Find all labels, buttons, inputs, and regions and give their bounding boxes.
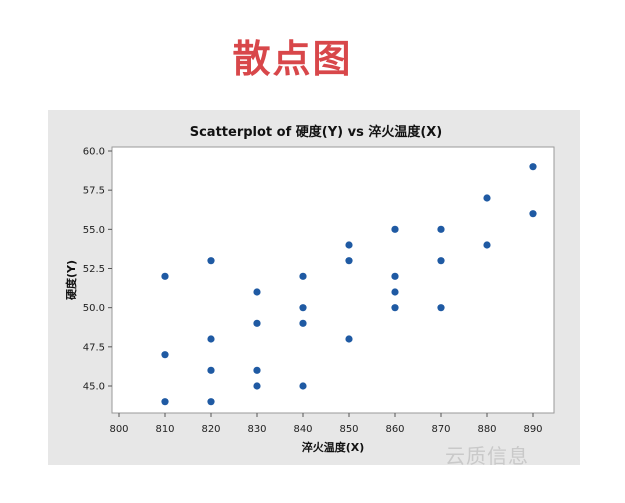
y-axis: 45.0 47.5 50.0 52.5 55.0 57.5 60.0 [83, 147, 112, 393]
chart-title: Scatterplot of 硬度(Y) vs 淬火温度(X) [190, 124, 443, 140]
watermark-text: 云质信息 [445, 444, 529, 468]
scatter-point [299, 304, 307, 312]
x-tick-label: 820 [201, 424, 220, 435]
scatter-point [207, 398, 215, 406]
x-axis: 800 810 820 830 840 850 860 870 880 890 [109, 413, 543, 435]
data-points [161, 163, 537, 406]
scatter-point [253, 366, 261, 374]
scatter-point [529, 210, 537, 218]
x-tick-label: 830 [247, 424, 266, 435]
scatter-point [161, 351, 169, 359]
y-tick-label: 60.0 [83, 147, 105, 158]
scatter-point [253, 319, 261, 327]
scatter-point [391, 304, 399, 312]
scatter-point [207, 366, 215, 374]
y-tick-label: 47.5 [83, 342, 105, 353]
scatter-point [253, 382, 261, 390]
x-tick-label: 800 [109, 424, 128, 435]
scatter-point [529, 163, 537, 171]
scatter-point [161, 272, 169, 280]
scatter-point [345, 257, 353, 265]
scatter-point [345, 241, 353, 249]
scatter-point [483, 194, 491, 202]
chart-panel: Scatterplot of 硬度(Y) vs 淬火温度(X) 800 810 82… [48, 110, 580, 465]
scatter-point [207, 335, 215, 343]
scatter-point [299, 382, 307, 390]
scatter-point [345, 335, 353, 343]
x-tick-label: 890 [523, 424, 542, 435]
y-tick-label: 52.5 [83, 264, 105, 275]
scatter-point [391, 288, 399, 296]
scatter-point [253, 288, 261, 296]
y-axis-title: 硬度(Y) [64, 260, 78, 300]
y-tick-label: 50.0 [83, 303, 105, 314]
x-tick-label: 850 [339, 424, 358, 435]
scatter-chart: Scatterplot of 硬度(Y) vs 淬火温度(X) 800 810 82… [64, 124, 555, 454]
scatter-point [391, 272, 399, 280]
x-axis-title: 淬火温度(X) [302, 440, 365, 454]
scatter-point [161, 398, 169, 406]
y-tick-label: 45.0 [83, 382, 105, 393]
scatter-point [437, 257, 445, 265]
x-tick-label: 860 [385, 424, 404, 435]
scatter-point [437, 225, 445, 233]
scatter-point [299, 272, 307, 280]
scatter-point [299, 319, 307, 327]
plot-area [111, 146, 555, 414]
y-tick-label: 55.0 [83, 225, 105, 236]
x-tick-label: 840 [293, 424, 312, 435]
scatter-point [483, 241, 491, 249]
x-tick-label: 880 [477, 424, 496, 435]
x-tick-label: 810 [155, 424, 174, 435]
scatter-point [391, 225, 399, 233]
x-tick-label: 870 [431, 424, 450, 435]
scatter-point [437, 304, 445, 312]
scatter-point [207, 257, 215, 265]
y-tick-label: 57.5 [83, 186, 105, 197]
page-title: 散点图 [232, 37, 353, 81]
